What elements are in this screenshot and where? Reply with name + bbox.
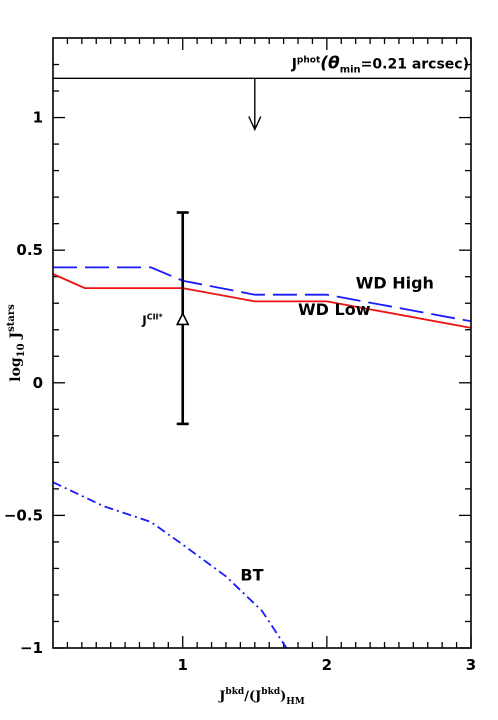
upper-limit-label-sup: phot xyxy=(297,55,321,65)
series-labels: WD High WD Low BT xyxy=(240,274,434,585)
upper-limit-arrow-head xyxy=(248,116,262,132)
y-axis-sup: stars xyxy=(6,304,17,332)
y-axis-sub: 10 xyxy=(16,343,27,357)
series-lines xyxy=(52,266,472,649)
y-tick-label: 1 xyxy=(33,109,43,127)
y-tick-label: −1 xyxy=(20,639,43,657)
x-axis-close: ) xyxy=(280,689,286,704)
series-line-wd-high xyxy=(53,266,472,323)
y-axis-label: log10 Jstars xyxy=(6,304,27,382)
x-axis-sup2: bkd xyxy=(261,687,281,697)
upper-limit-label-base: J xyxy=(291,56,297,72)
x-axis-label: Jbkd/(Jbkd)HM xyxy=(218,687,305,707)
series-label-wd-high: WD High xyxy=(356,274,434,293)
x-tick-label: 2 xyxy=(322,656,332,674)
x-axis-mid: /(J xyxy=(244,689,261,704)
x-tick-labels: 1 2 3 xyxy=(178,656,477,674)
series-line-bt xyxy=(52,481,288,649)
series-line-wd-low xyxy=(52,273,472,329)
y-tick-labels: −1 −0.5 0 0.5 1 xyxy=(4,109,43,657)
x-axis-sub: HM xyxy=(286,697,305,707)
series-label-wd-low: WD Low xyxy=(298,300,371,319)
x-axis-base: J xyxy=(218,689,225,704)
x-tick-label: 3 xyxy=(466,656,476,674)
series-label-bt: BT xyxy=(240,565,263,584)
upper-limit-label: Jphot(θmin=0.21 arcsec) xyxy=(291,53,469,75)
upper-limit-group: Jphot(θmin=0.21 arcsec) xyxy=(53,53,471,132)
y-tick-label: −0.5 xyxy=(4,506,43,524)
y-tick-label: 0 xyxy=(33,374,43,392)
x-tick-label: 1 xyxy=(178,656,188,674)
axis-ticks xyxy=(53,38,472,649)
upper-limit-label-tail: =0.21 arcsec) xyxy=(361,56,469,72)
y-axis-pre: log xyxy=(8,357,24,382)
errorbar-label: JCII* xyxy=(141,312,163,327)
y-axis-base: J xyxy=(8,332,24,344)
x-axis-sup1: bkd xyxy=(225,687,245,697)
plot-frame xyxy=(52,37,472,649)
y-tick-label: 0.5 xyxy=(16,241,43,259)
upper-limit-label-sub: min xyxy=(340,64,361,75)
errorbar-group: JCII* xyxy=(141,211,190,426)
errorbar-triangle-marker xyxy=(175,311,190,326)
upper-limit-label-rest: (θ xyxy=(320,53,340,73)
errorbar-label-base: J xyxy=(141,313,146,327)
errorbar-label-sup: CII* xyxy=(147,312,164,321)
